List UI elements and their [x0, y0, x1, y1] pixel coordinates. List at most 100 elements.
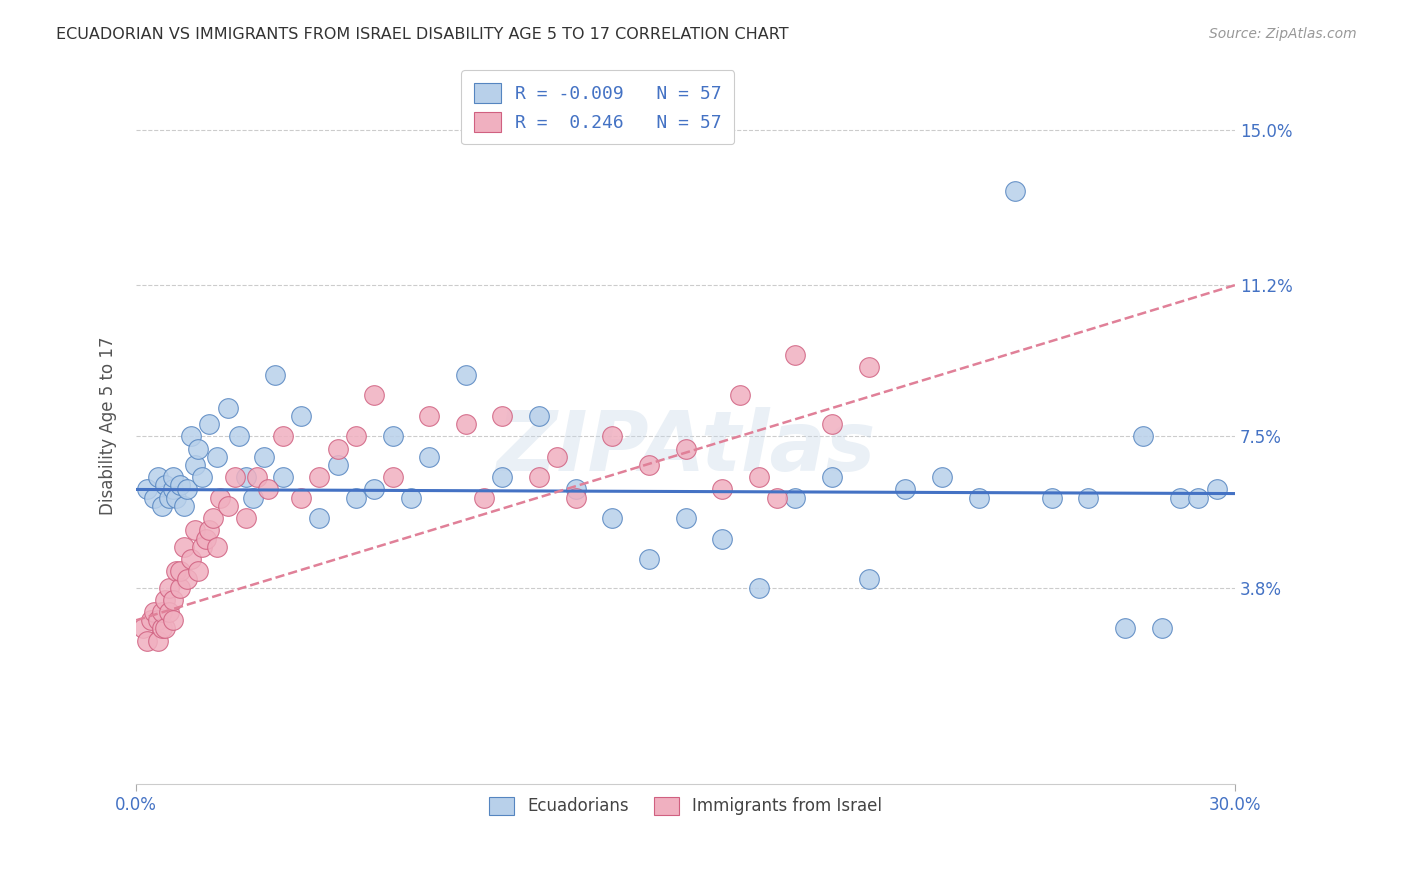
- Point: [326, 442, 349, 456]
- Point: [748, 470, 770, 484]
- Point: [785, 491, 807, 505]
- Point: [1114, 622, 1136, 636]
- Point: [183, 524, 205, 538]
- Point: [821, 470, 844, 484]
- Point: [180, 429, 202, 443]
- Point: [308, 470, 330, 484]
- Point: [454, 368, 477, 382]
- Point: [150, 605, 173, 619]
- Point: [1187, 491, 1209, 505]
- Point: [253, 450, 276, 464]
- Point: [176, 483, 198, 497]
- Point: [173, 499, 195, 513]
- Point: [638, 458, 661, 472]
- Point: [1077, 491, 1099, 505]
- Point: [491, 470, 513, 484]
- Point: [150, 622, 173, 636]
- Point: [246, 470, 269, 484]
- Point: [157, 581, 180, 595]
- Point: [363, 483, 385, 497]
- Point: [187, 564, 209, 578]
- Point: [1004, 184, 1026, 198]
- Point: [785, 348, 807, 362]
- Point: [157, 605, 180, 619]
- Point: [150, 499, 173, 513]
- Point: [858, 573, 880, 587]
- Point: [264, 368, 287, 382]
- Point: [242, 491, 264, 505]
- Point: [271, 470, 294, 484]
- Point: [1205, 483, 1227, 497]
- Point: [157, 491, 180, 505]
- Point: [217, 401, 239, 415]
- Point: [638, 552, 661, 566]
- Point: [381, 470, 404, 484]
- Point: [491, 409, 513, 423]
- Point: [527, 470, 550, 484]
- Point: [194, 532, 217, 546]
- Point: [527, 409, 550, 423]
- Text: ZIPAtlas: ZIPAtlas: [496, 407, 875, 488]
- Point: [187, 442, 209, 456]
- Point: [564, 491, 586, 505]
- Point: [326, 458, 349, 472]
- Point: [146, 470, 169, 484]
- Point: [205, 540, 228, 554]
- Text: ECUADORIAN VS IMMIGRANTS FROM ISRAEL DISABILITY AGE 5 TO 17 CORRELATION CHART: ECUADORIAN VS IMMIGRANTS FROM ISRAEL DIS…: [56, 27, 789, 42]
- Point: [191, 470, 214, 484]
- Point: [155, 622, 177, 636]
- Point: [472, 491, 495, 505]
- Point: [235, 470, 257, 484]
- Point: [546, 450, 568, 464]
- Point: [363, 388, 385, 402]
- Point: [162, 483, 184, 497]
- Point: [235, 511, 257, 525]
- Point: [155, 478, 177, 492]
- Point: [183, 458, 205, 472]
- Point: [209, 491, 232, 505]
- Point: [165, 491, 187, 505]
- Y-axis label: Disability Age 5 to 17: Disability Age 5 to 17: [100, 337, 117, 516]
- Point: [454, 417, 477, 431]
- Point: [730, 388, 752, 402]
- Point: [271, 429, 294, 443]
- Point: [146, 633, 169, 648]
- Point: [564, 483, 586, 497]
- Point: [132, 622, 155, 636]
- Point: [290, 409, 312, 423]
- Point: [894, 483, 917, 497]
- Point: [139, 613, 162, 627]
- Point: [399, 491, 422, 505]
- Point: [1168, 491, 1191, 505]
- Point: [191, 540, 214, 554]
- Point: [176, 573, 198, 587]
- Point: [202, 511, 225, 525]
- Point: [711, 483, 734, 497]
- Point: [162, 613, 184, 627]
- Point: [675, 511, 697, 525]
- Point: [290, 491, 312, 505]
- Point: [675, 442, 697, 456]
- Point: [931, 470, 953, 484]
- Point: [600, 511, 623, 525]
- Point: [136, 633, 159, 648]
- Point: [180, 552, 202, 566]
- Point: [162, 470, 184, 484]
- Text: Source: ZipAtlas.com: Source: ZipAtlas.com: [1209, 27, 1357, 41]
- Point: [344, 429, 367, 443]
- Point: [169, 564, 191, 578]
- Point: [1132, 429, 1154, 443]
- Point: [418, 450, 440, 464]
- Point: [858, 359, 880, 374]
- Point: [381, 429, 404, 443]
- Point: [344, 491, 367, 505]
- Point: [198, 417, 221, 431]
- Point: [967, 491, 990, 505]
- Point: [418, 409, 440, 423]
- Point: [257, 483, 280, 497]
- Point: [766, 491, 789, 505]
- Point: [143, 605, 166, 619]
- Point: [155, 592, 177, 607]
- Point: [711, 532, 734, 546]
- Legend: Ecuadorians, Immigrants from Israel: Ecuadorians, Immigrants from Israel: [479, 787, 893, 825]
